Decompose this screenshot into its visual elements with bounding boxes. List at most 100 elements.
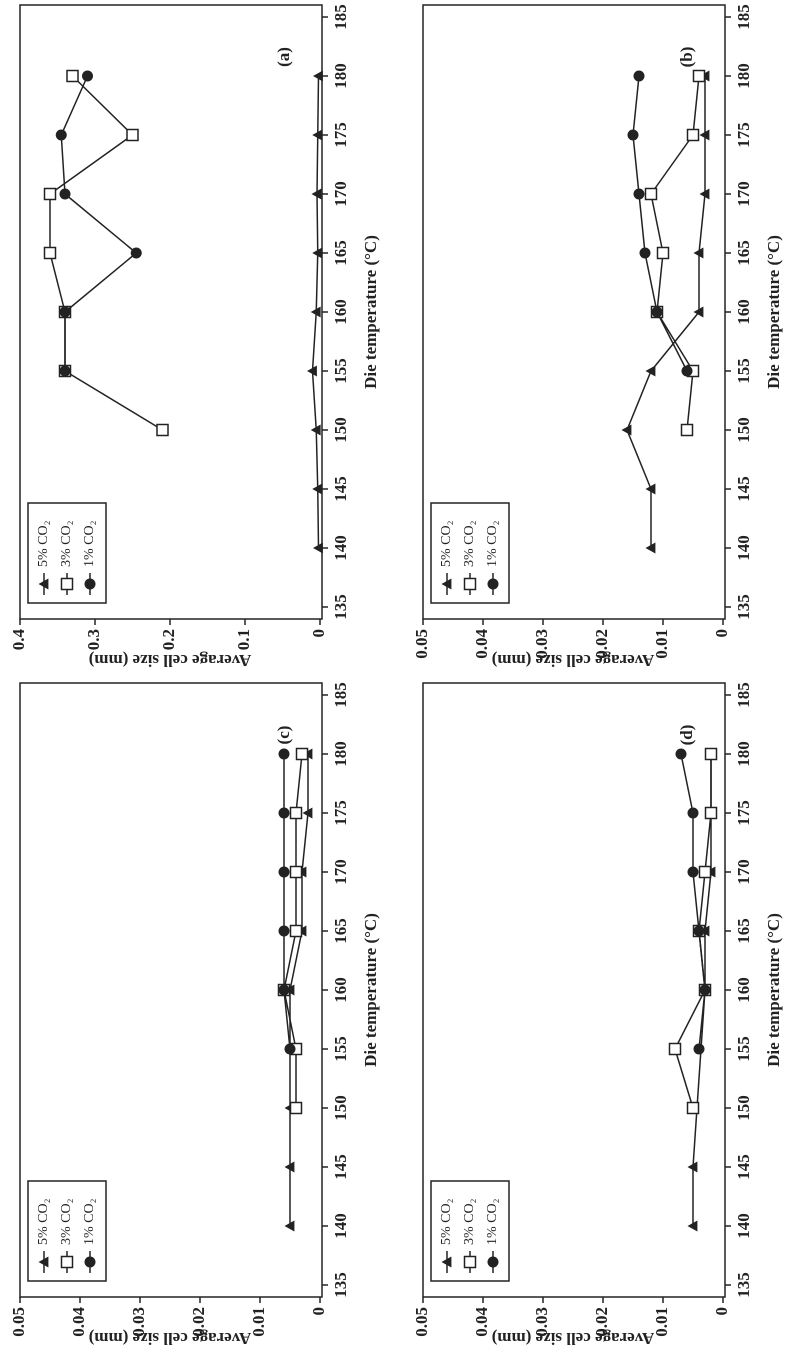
x-tick-label: 165 <box>331 240 350 266</box>
x-tick-label: 170 <box>734 859 753 885</box>
marker <box>291 808 302 819</box>
marker <box>157 425 168 436</box>
x-tick-label: 135 <box>734 594 753 620</box>
x-axis-title: Die temperature (°C) <box>361 913 380 1067</box>
y-tick-label: 0.1 <box>234 629 253 650</box>
x-tick-label: 160 <box>331 299 350 325</box>
x-tick-label: 175 <box>331 122 350 148</box>
marker <box>127 130 138 141</box>
marker <box>285 1044 296 1055</box>
x-tick-label: 175 <box>734 800 753 826</box>
marker <box>622 425 632 436</box>
marker <box>694 71 705 82</box>
x-tick-label: 155 <box>331 1036 350 1062</box>
x-tick-label: 170 <box>331 859 350 885</box>
x-tick-label: 140 <box>331 535 350 561</box>
x-tick-label: 160 <box>734 299 753 325</box>
marker <box>67 71 78 82</box>
marker <box>131 248 142 259</box>
legend-label: 1% CO₂ <box>485 520 500 567</box>
marker <box>279 867 290 878</box>
x-axis-title: Die temperature (°C) <box>764 913 783 1067</box>
y-axis-title: Average cell size (mm) <box>89 651 252 670</box>
x-tick-label: 135 <box>331 594 350 620</box>
x-tick-label: 155 <box>331 358 350 384</box>
x-tick-label: 135 <box>734 1272 753 1298</box>
x-tick-label: 180 <box>331 63 350 89</box>
marker <box>279 926 290 937</box>
legend-label: 5% CO₂ <box>36 520 51 567</box>
y-tick-label: 0.05 <box>412 629 431 659</box>
legend: 5% CO₂3% CO₂1% CO₂ <box>431 1181 509 1281</box>
x-tick-label: 170 <box>734 181 753 207</box>
y-tick-label: 0.3 <box>84 629 103 650</box>
series-line <box>61 76 136 371</box>
marker <box>682 425 693 436</box>
x-tick-label: 150 <box>331 417 350 443</box>
chart-panel: 13514014515015516016517017518018500.010.… <box>412 4 783 670</box>
x-tick-label: 135 <box>331 1272 350 1298</box>
marker <box>60 307 71 318</box>
x-tick-label: 165 <box>734 918 753 944</box>
y-axis-title: Average cell size (mm) <box>492 651 655 670</box>
x-tick-label: 145 <box>331 1154 350 1180</box>
chart-panel: 13514014515015516016517017518018500.10.2… <box>9 4 380 670</box>
x-tick-label: 155 <box>734 358 753 384</box>
marker <box>45 189 56 200</box>
y-tick-label: 0.05 <box>9 1307 28 1337</box>
x-tick-label: 150 <box>734 417 753 443</box>
legend-label: 5% CO₂ <box>439 520 454 567</box>
marker <box>700 985 711 996</box>
marker <box>634 71 645 82</box>
marker <box>85 579 96 590</box>
marker <box>60 366 71 377</box>
x-tick-label: 140 <box>734 1213 753 1239</box>
x-tick-label: 140 <box>331 1213 350 1239</box>
marker <box>688 808 699 819</box>
series-line <box>633 76 687 371</box>
y-tick-label: 0.04 <box>69 1307 88 1337</box>
y-tick-label: 0 <box>309 629 328 638</box>
x-tick-label: 160 <box>734 977 753 1003</box>
x-tick-label: 160 <box>331 977 350 1003</box>
marker <box>291 867 302 878</box>
x-tick-label: 185 <box>734 682 753 708</box>
x-axis-title: Die temperature (°C) <box>764 235 783 389</box>
marker <box>45 248 56 259</box>
x-tick-label: 155 <box>734 1036 753 1062</box>
x-tick-label: 175 <box>331 800 350 826</box>
marker <box>646 189 657 200</box>
marker <box>694 1044 705 1055</box>
x-tick-label: 170 <box>331 181 350 207</box>
x-tick-label: 180 <box>734 741 753 767</box>
y-tick-label: 0.04 <box>472 1307 491 1337</box>
marker <box>488 1257 499 1268</box>
marker <box>652 307 663 318</box>
legend-label: 3% CO₂ <box>59 520 74 567</box>
panel-label: (a) <box>274 47 293 67</box>
marker <box>62 1257 73 1268</box>
x-tick-label: 165 <box>331 918 350 944</box>
marker <box>634 189 645 200</box>
legend-label: 1% CO₂ <box>485 1198 500 1245</box>
marker <box>56 130 67 141</box>
panel-label: (c) <box>274 726 293 745</box>
x-tick-label: 180 <box>734 63 753 89</box>
marker <box>676 749 687 760</box>
legend-label: 5% CO₂ <box>439 1198 454 1245</box>
y-axis-title: Average cell size (mm) <box>89 1329 252 1348</box>
chart-panel: 13514014515015516016517017518018500.010.… <box>412 682 783 1348</box>
x-tick-label: 185 <box>734 4 753 30</box>
legend-label: 3% CO₂ <box>59 1198 74 1245</box>
x-axis-title: Die temperature (°C) <box>361 235 380 389</box>
figure: 13514014515015516016517017518018500.10.2… <box>0 0 803 1355</box>
legend-label: 1% CO₂ <box>82 1198 97 1245</box>
marker <box>291 1103 302 1114</box>
chart-panel: 13514014515015516016517017518018500.010.… <box>9 682 380 1348</box>
x-tick-label: 150 <box>331 1095 350 1121</box>
legend-label: 5% CO₂ <box>36 1198 51 1245</box>
y-tick-label: 0.4 <box>9 629 28 651</box>
y-tick-label: 0 <box>712 629 731 638</box>
marker <box>62 579 73 590</box>
marker <box>291 926 302 937</box>
